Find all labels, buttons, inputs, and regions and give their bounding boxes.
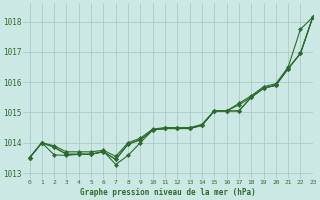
X-axis label: Graphe pression niveau de la mer (hPa): Graphe pression niveau de la mer (hPa) [80, 188, 256, 197]
